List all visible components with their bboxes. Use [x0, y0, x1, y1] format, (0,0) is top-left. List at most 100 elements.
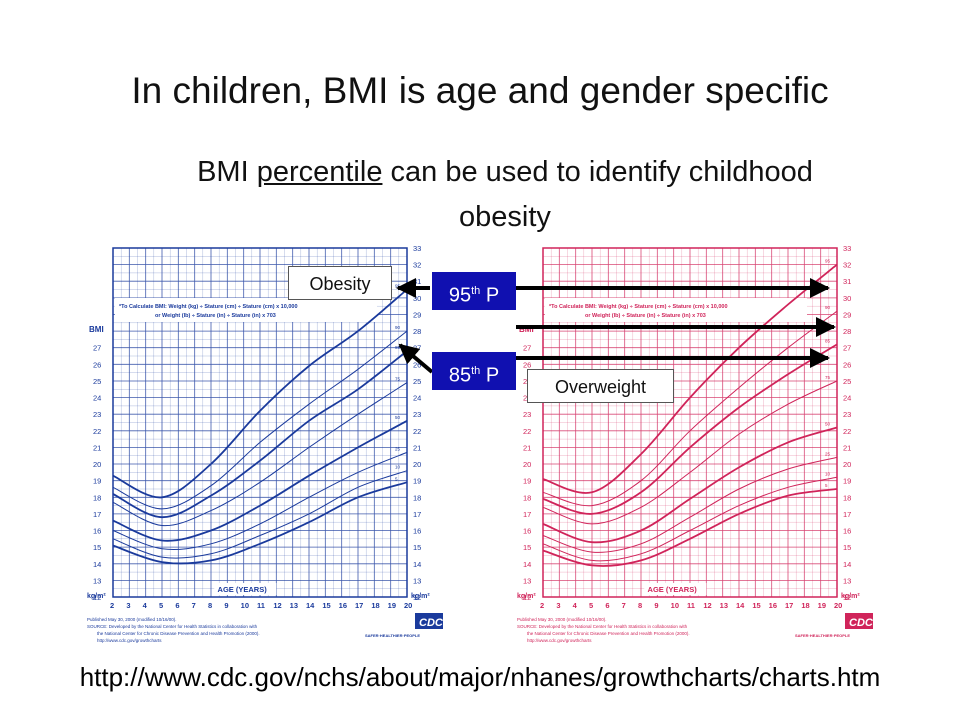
p85-letter: P — [480, 364, 500, 387]
y-tick-right: 17 — [413, 510, 421, 519]
p95-letter: P — [480, 284, 500, 307]
plot-frame — [542, 247, 838, 598]
y-tick-left: 23 — [93, 410, 101, 419]
overweight-label: Overweight — [527, 369, 674, 403]
footer-line-4: http://www.cdc.gov/growthcharts — [97, 638, 162, 643]
subtitle-underlined-word: percentile — [256, 156, 383, 188]
y-tick-right: 13 — [843, 576, 851, 585]
plot-frame — [112, 247, 408, 598]
percentile-label: 5 — [825, 483, 828, 488]
y-tick-left: 26 — [523, 360, 531, 369]
y-tick-right: 27 — [843, 344, 851, 353]
percentile-label: 25 — [395, 446, 401, 451]
p85-number: 85 — [448, 364, 472, 387]
x-tick-label: 16 — [339, 601, 347, 610]
percentile-label: 95 — [395, 284, 401, 289]
cdc-logo-text: CDC — [419, 617, 444, 629]
y-tick-left: 21 — [523, 443, 531, 452]
percentile-curve-90 — [112, 330, 408, 510]
formula-line-1: *To Calculate BMI: Weight (kg) ÷ Stature… — [549, 304, 728, 310]
bmi-label-bg — [87, 322, 111, 334]
x-tick-label: 17 — [785, 601, 793, 610]
x-tick-label: 11 — [257, 601, 265, 610]
y-tick-left: 15 — [93, 543, 101, 552]
x-tick-label: 3 — [556, 601, 560, 610]
unit-label-right: kg/m² — [411, 593, 430, 600]
x-tick-label: 7 — [622, 601, 626, 610]
percentile-curve-25 — [112, 451, 408, 551]
y-tick-right: 29 — [843, 310, 851, 319]
y-tick-right: 23 — [413, 410, 421, 419]
x-tick-label: 8 — [208, 601, 212, 610]
obesity-label: Obesity — [288, 266, 392, 300]
y-tick-right: 32 — [413, 261, 421, 270]
y-tick-left: 17 — [523, 510, 531, 519]
y-tick-right: 23 — [843, 410, 851, 419]
y-tick-left: 18 — [523, 493, 531, 502]
y-tick-left: 20 — [93, 460, 101, 469]
footer-line-2: SOURCE: Developed by the National Center… — [87, 624, 258, 629]
y-tick-right: 28 — [413, 327, 421, 336]
x-tick-label: 12 — [703, 601, 711, 610]
y-tick-right: 20 — [843, 460, 851, 469]
p85-suffix: th — [471, 365, 481, 377]
percentile-label: 90 — [825, 305, 831, 310]
percentile-curve-50 — [542, 426, 838, 544]
percentile-label: 5 — [395, 476, 398, 481]
y-tick-left: 19 — [93, 477, 101, 486]
formula-line-2: or Weight (lb) ÷ Stature (in) ÷ Stature … — [585, 313, 706, 319]
y-tick-right: 31 — [843, 277, 851, 286]
bmi-axis-label: BMI — [89, 325, 104, 334]
y-tick-left: 23 — [523, 410, 531, 419]
footer-line-3: the National Center for Chronic Disease … — [97, 631, 260, 636]
formula-box — [115, 298, 377, 322]
x-tick-label: 20 — [834, 601, 842, 610]
cdc-logo-bg — [845, 613, 873, 629]
percentile-curve-50 — [112, 420, 408, 542]
percentile-curve-75 — [542, 380, 838, 525]
y-tick-right: 24 — [843, 394, 851, 403]
y-tick-right: 29 — [413, 310, 421, 319]
y-tick-right: 16 — [843, 527, 851, 536]
source-url[interactable]: http://www.cdc.gov/nchs/about/major/nhan… — [79, 662, 881, 692]
y-tick-left: 13 — [93, 576, 101, 585]
x-tick-label: 3 — [126, 601, 130, 610]
y-tick-left: 27 — [93, 344, 101, 353]
x-tick-label: 14 — [736, 601, 745, 610]
x-tick-label: 13 — [290, 601, 298, 610]
x-tick-label: 16 — [769, 601, 777, 610]
percentile-95-box: 95th P — [432, 272, 516, 310]
footer-line-1: Published May 30, 2000 (modified 10/16/0… — [517, 617, 607, 622]
x-tick-label: 15 — [322, 601, 330, 610]
age-axis-label: AGE (YEARS) — [648, 585, 698, 594]
y-tick-left: 27 — [523, 344, 531, 353]
y-tick-right: 15 — [413, 543, 421, 552]
safer-healthier-people: SAFER·HEALTHIER·PEOPLE — [795, 633, 850, 638]
x-tick-label: 8 — [638, 601, 642, 610]
percentile-curve-95 — [112, 288, 408, 499]
y-tick-right: 26 — [413, 360, 421, 369]
p95-number: 95 — [448, 284, 472, 307]
unit-label-left: kg/m² — [87, 593, 106, 600]
y-tick-right: 12 — [843, 593, 851, 602]
formula-box — [545, 298, 807, 322]
y-tick-left: 12 — [523, 593, 531, 602]
percentile-label: 90 — [395, 325, 401, 330]
y-tick-left: 22 — [93, 427, 101, 436]
y-tick-left: 20 — [523, 460, 531, 469]
x-tick-label: 9 — [224, 601, 228, 610]
footer-line-1: Published May 30, 2000 (modified 10/16/0… — [87, 617, 177, 622]
x-tick-label: 10 — [671, 601, 679, 610]
percentile-label: 50 — [395, 415, 401, 420]
footer-line-2: SOURCE: Developed by the National Center… — [517, 624, 688, 629]
y-tick-right: 20 — [413, 460, 421, 469]
x-tick-label: 9 — [654, 601, 658, 610]
y-tick-right: 32 — [843, 261, 851, 270]
percentile-label: 95 — [825, 259, 831, 264]
y-tick-right: 21 — [413, 443, 421, 452]
cdc-logo-text: CDC — [849, 617, 874, 629]
y-tick-left: 15 — [523, 543, 531, 552]
percentile-curve-95 — [542, 263, 838, 494]
safer-healthier-people: SAFER·HEALTHIER·PEOPLE — [365, 633, 420, 638]
x-tick-label: 18 — [371, 601, 379, 610]
